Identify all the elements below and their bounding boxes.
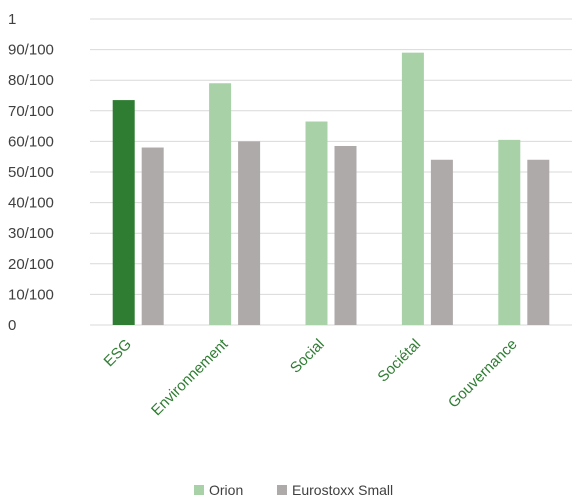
- y-tick-label: 1: [8, 11, 16, 28]
- legend-label-1: Eurostoxx Small: [292, 482, 393, 498]
- x-category-label: Sociétal: [374, 336, 424, 386]
- x-category-label: Social: [287, 336, 328, 377]
- bar-eurostoxx-0: [141, 147, 164, 325]
- x-category-label: ESG: [101, 336, 135, 370]
- y-tick-label: 10/100: [8, 286, 54, 303]
- bar-eurostoxx-4: [527, 159, 550, 325]
- bar-eurostoxx-3: [430, 159, 453, 325]
- y-tick-label: 0: [8, 317, 16, 334]
- y-tick-label: 90/100: [8, 42, 54, 59]
- y-tick-label: 60/100: [8, 133, 54, 150]
- bar-orion-3: [401, 52, 424, 325]
- legend-swatch-0: [194, 485, 204, 495]
- bar-orion-1: [209, 83, 232, 325]
- y-tick-label: 20/100: [8, 256, 54, 273]
- legend-swatch-1: [277, 485, 287, 495]
- bar-orion-0: [112, 100, 135, 325]
- bar-orion-2: [305, 121, 328, 325]
- legend: Orion Eurostoxx Small: [194, 482, 393, 498]
- gridlines: [90, 18, 572, 326]
- y-axis-tick-labels: 0 10/100 20/100 30/100 40/100 50/100 60/100 70/…: [8, 11, 54, 334]
- bar-eurostoxx-1: [238, 141, 261, 325]
- y-tick-label: 80/100: [8, 72, 54, 89]
- bars: [112, 52, 550, 325]
- y-tick-label: 30/100: [8, 225, 54, 242]
- x-category-label: Environnement: [148, 335, 232, 419]
- y-tick-label: 50/100: [8, 164, 54, 181]
- y-tick-label: 70/100: [8, 103, 54, 120]
- x-axis-category-labels: ESG Environnement Social Sociétal Gouvernanc…: [101, 335, 521, 419]
- x-category-label: Gouvernance: [445, 336, 521, 412]
- bar-orion-4: [498, 139, 521, 325]
- legend-label-0: Orion: [209, 482, 243, 498]
- y-tick-label: 40/100: [8, 195, 54, 212]
- bar-eurostoxx-2: [334, 145, 357, 325]
